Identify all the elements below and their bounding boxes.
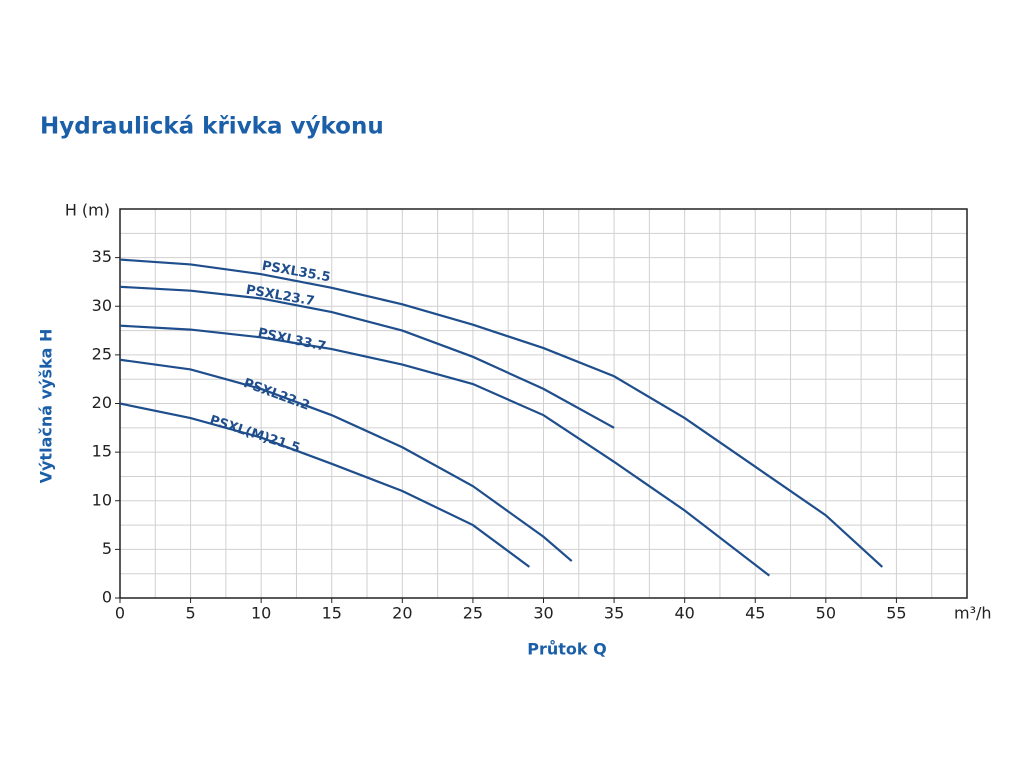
x-tick-label: 30 xyxy=(533,604,553,623)
y-tick-label: 15 xyxy=(92,442,112,461)
y-tick-label: 30 xyxy=(92,296,112,315)
curve xyxy=(119,358,573,562)
x-axis-label: Průtok Q xyxy=(527,640,606,659)
x-tick-label: 15 xyxy=(322,604,342,623)
curve-label: PSXL33.7 xyxy=(256,326,327,355)
y-unit: H (m) xyxy=(65,201,110,220)
curve xyxy=(119,324,771,577)
curve xyxy=(119,402,531,568)
curve-label: PSXL(M)21.5 xyxy=(208,413,302,456)
x-tick-label: 45 xyxy=(745,604,765,623)
curve-label: PSXL22.2 xyxy=(241,376,311,414)
curve xyxy=(119,285,615,429)
y-tick-label: 10 xyxy=(92,490,112,509)
y-tick-label: 5 xyxy=(102,539,112,558)
x-tick-label: 35 xyxy=(604,604,624,623)
x-tick-label: 50 xyxy=(816,604,836,623)
x-tick-label: 0 xyxy=(115,604,125,623)
x-tick-label: 20 xyxy=(392,604,412,623)
curve-label: PSXL23.7 xyxy=(245,283,316,310)
y-tick-label: 0 xyxy=(102,588,112,607)
x-tick-label: 40 xyxy=(674,604,694,623)
x-unit: m³/h xyxy=(954,604,992,623)
y-tick-label: 35 xyxy=(92,247,112,266)
y-axis-label: Výtlačná výška H xyxy=(37,329,56,484)
x-tick-label: 5 xyxy=(185,604,195,623)
chart-title: Hydraulická křivka výkonu xyxy=(40,114,384,140)
y-tick-label: 25 xyxy=(92,344,112,363)
x-tick-label: 55 xyxy=(886,604,906,623)
curve xyxy=(119,258,884,568)
y-tick-label: 20 xyxy=(92,393,112,412)
x-tick-label: 10 xyxy=(251,604,271,623)
x-tick-label: 25 xyxy=(463,604,483,623)
